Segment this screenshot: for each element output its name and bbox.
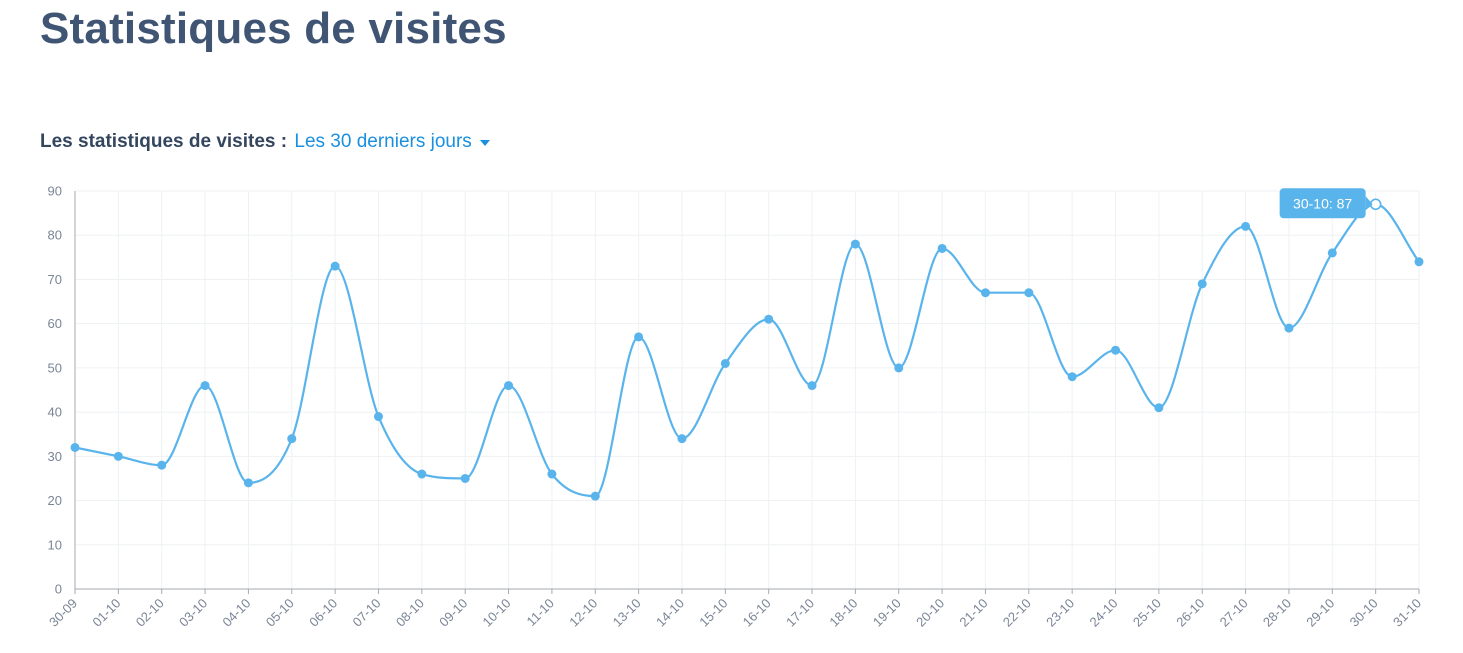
chart-axes: 0 10 20 30 40 50 60 70 80 90 30-09 01-10 02-10 03-10 0…	[46, 184, 1424, 630]
x-tick-label: 22-10	[1000, 596, 1034, 630]
series-line	[74, 203, 1420, 498]
visits-filter: Les statistiques de visites : Les 30 der…	[40, 131, 490, 153]
x-tick-label: 02-10	[133, 596, 167, 630]
data-point	[764, 314, 774, 324]
chart-tooltip: 30-10: 87	[1279, 188, 1373, 219]
x-tick-label: 30-10	[1347, 596, 1381, 630]
y-tick-label: 40	[48, 405, 62, 420]
data-point	[1414, 257, 1424, 267]
y-tick-label: 80	[48, 228, 62, 243]
x-tick-label: 19-10	[870, 596, 904, 630]
x-tick-label: 24-10	[1087, 596, 1121, 630]
x-tick-label: 10-10	[480, 596, 514, 630]
data-point	[850, 239, 860, 249]
data-point	[634, 332, 644, 342]
page-title: Statistiques de visites	[40, 4, 507, 53]
x-tick-label: 17-10	[783, 596, 817, 630]
x-tick-label: 28-10	[1260, 596, 1294, 630]
data-point	[113, 451, 123, 461]
x-tick-label: 13-10	[610, 596, 644, 630]
caret-down-icon	[479, 139, 490, 146]
data-point	[504, 381, 514, 391]
x-tick-label: 08-10	[393, 596, 427, 630]
x-tick-label: 15-10	[696, 596, 730, 630]
x-tick-label: 09-10	[436, 596, 470, 630]
x-tick-label: 18-10	[826, 596, 860, 630]
y-tick-label: 20	[48, 493, 62, 508]
x-tick-label: 04-10	[219, 596, 253, 630]
x-tick-label: 07-10	[349, 596, 383, 630]
x-tick-label: 23-10	[1043, 596, 1077, 630]
tooltip-pointer	[1365, 196, 1373, 211]
data-point	[200, 381, 210, 391]
data-point	[287, 434, 297, 444]
x-tick-label: 14-10	[653, 596, 687, 630]
data-point	[980, 288, 990, 298]
data-point	[590, 491, 600, 501]
filter-label: Les statistiques de visites :	[40, 131, 288, 152]
data-point	[157, 460, 167, 470]
x-tick-label: 01-10	[89, 596, 123, 630]
data-point	[1284, 323, 1294, 333]
data-point	[417, 469, 427, 479]
data-point	[460, 473, 470, 483]
data-point	[937, 243, 947, 253]
period-dropdown[interactable]: Les 30 derniers jours	[294, 131, 490, 153]
tooltip-text: 30-10: 87	[1293, 195, 1352, 211]
x-tick-label: 05-10	[263, 596, 297, 630]
data-point	[1154, 403, 1164, 413]
data-point	[330, 261, 340, 271]
x-tick-label: 03-10	[176, 596, 210, 630]
data-point	[720, 358, 730, 368]
x-tick-label: 31-10	[1390, 596, 1424, 630]
data-point	[373, 412, 383, 422]
period-dropdown-label: Les 30 derniers jours	[294, 131, 472, 152]
y-tick-label: 50	[48, 360, 62, 375]
data-point	[1111, 345, 1121, 355]
data-point	[1241, 221, 1251, 231]
x-tick-label: 26-10	[1173, 596, 1207, 630]
x-tick-label: 29-10	[1303, 596, 1337, 630]
y-tick-label: 0	[55, 582, 62, 597]
data-point	[894, 363, 904, 373]
x-tick-label: 12-10	[566, 596, 600, 630]
data-point	[243, 478, 253, 488]
data-point	[547, 469, 557, 479]
x-tick-label: 06-10	[306, 596, 340, 630]
y-tick-label: 70	[48, 272, 62, 287]
y-tick-label: 90	[48, 184, 62, 199]
x-tick-label: 20-10	[913, 596, 947, 630]
data-point	[1327, 248, 1337, 258]
x-tick-label: 11-10	[524, 596, 557, 629]
data-point	[1024, 288, 1034, 298]
y-tick-label: 60	[48, 316, 62, 331]
x-tick-label: 27-10	[1217, 596, 1251, 630]
data-point	[677, 434, 687, 444]
chart-series	[70, 198, 1424, 501]
x-tick-label: 25-10	[1130, 596, 1164, 630]
x-tick-label: 21-10	[956, 596, 990, 630]
data-point	[1067, 372, 1077, 382]
chart-grid	[74, 190, 1420, 590]
y-tick-label: 10	[48, 537, 62, 552]
data-point	[70, 442, 80, 452]
data-point	[807, 381, 817, 391]
data-point	[1197, 279, 1207, 289]
y-tick-label: 30	[48, 449, 62, 464]
tooltip-box	[1279, 188, 1366, 219]
x-tick-label: 30-09	[46, 596, 80, 630]
x-tick-label: 16-10	[740, 596, 774, 630]
